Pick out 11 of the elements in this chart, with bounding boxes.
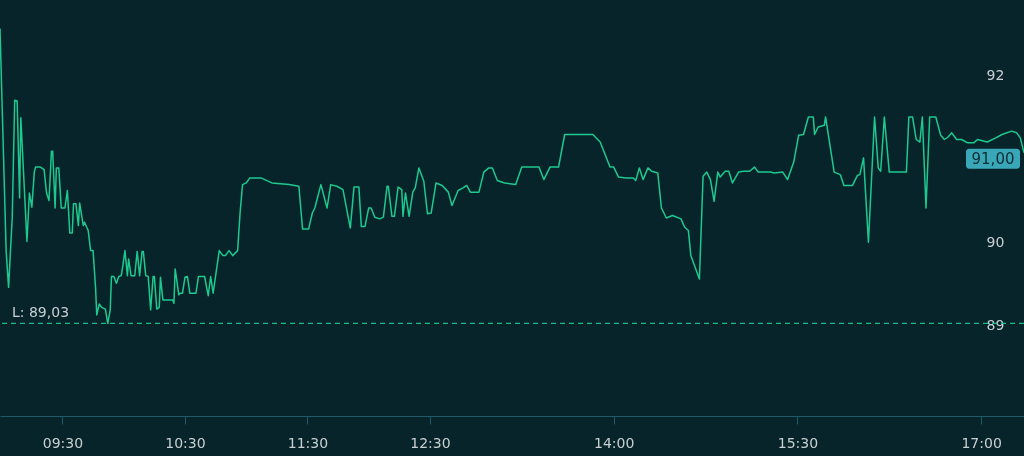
x-tick-label: 09:30: [42, 434, 84, 451]
annotation: 91,00: [971, 149, 1015, 168]
x-tick-label: 14:00: [593, 434, 635, 451]
y-tick-label: 92: [986, 66, 1005, 83]
x-tick-label: 17:00: [961, 434, 1002, 451]
x-tick-label: 15:30: [777, 434, 819, 451]
y-tick-label: 90: [986, 233, 1005, 250]
x-tick-label: 10:30: [165, 434, 206, 451]
x-tick-label: 11:30: [287, 434, 329, 451]
x-tick-label: 12:30: [410, 434, 451, 451]
ref-line-label: L: 89,03: [12, 304, 70, 321]
